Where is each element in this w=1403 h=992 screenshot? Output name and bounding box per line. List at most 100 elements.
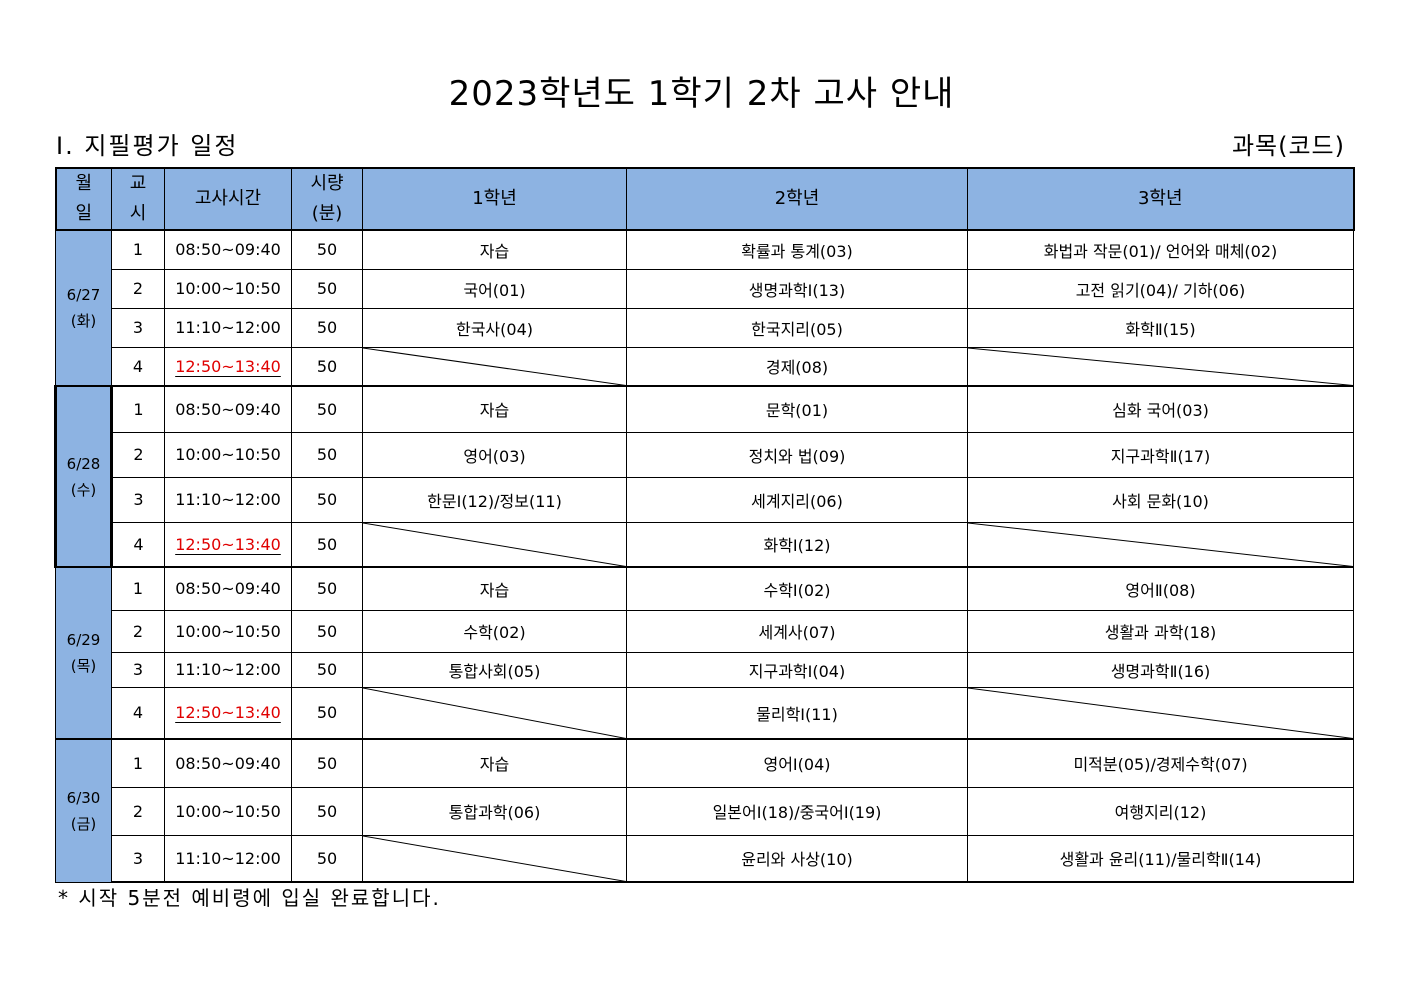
header-duration: 시량 (분) [291,167,363,231]
period-cell: 1 [111,385,165,433]
grade1-subject-cell: 한문Ⅰ(12)/정보(11) [362,476,627,523]
period-cell: 1 [111,738,165,788]
grade3-subject-cell: 여행지리(12) [967,786,1354,836]
grade3-subject-cell: 지구과학Ⅱ(17) [967,431,1354,478]
grade2-subject-cell: 화학Ⅰ(12) [626,521,968,568]
duration-cell: 50 [291,686,363,740]
table-row: 2 10:00~10:50 50 통합과학(06) 일본어Ⅰ(18)/중국어Ⅰ(19) 여… [56,786,1354,836]
duration-cell: 50 [291,566,363,611]
time-cell: 11:10~12:00 [164,307,292,348]
time-cell: 08:50~09:40 [164,385,292,433]
date-cell: 6/27 (화) [55,229,112,387]
date-cell: 6/30 (금) [55,738,112,883]
table-row: 2 10:00~10:50 50 국어(01) 생명과학Ⅰ(13) 고전 읽기(04)/ … [56,268,1354,309]
table-row: 6/27 (화) 1 08:50~09:40 50 자습 확률과 통계(03) 화법과 작문(… [55,229,1354,387]
empty-grade1-cell [362,686,627,740]
diagonal-slash-icon [363,348,626,386]
grade3-subject-cell: 화학Ⅱ(15) [967,307,1354,348]
header-time: 고사시간 [164,167,292,231]
time-cell: 11:10~12:00 [164,476,292,523]
table-row: 6/29 (목) 1 08:50~09:40 50 자습 수학Ⅰ(02) 영어Ⅱ(08) [55,566,1354,740]
table-row: 2 10:00~10:50 50 영어(03) 정치와 법(09) 지구과학Ⅱ(17) [56,431,1354,478]
time-cell: 12:50~13:40 [164,521,292,568]
time-cell: 12:50~13:40 [164,686,292,740]
table-row: 3 11:10~12:00 50 윤리와 사상(10) 생활과 윤리(11)/물리학Ⅱ(… [56,834,1354,883]
time-cell: 10:00~10:50 [164,268,292,309]
diagonal-slash-icon [968,523,1353,567]
table-row: 3 11:10~12:00 50 통합사회(05) 지구과학Ⅰ(04) 생명과학Ⅱ(16) [56,651,1354,688]
grade2-subject-cell: 세계지리(06) [626,476,968,523]
grade2-subject-cell: 생명과학Ⅰ(13) [626,268,968,309]
table-row: 3 11:10~12:00 50 한국사(04) 한국지리(05) 화학Ⅱ(15) [56,307,1354,348]
diagonal-slash-icon [968,348,1353,386]
table-row: 4 12:50~13:40 50 경제(08) [56,346,1354,387]
table-row: 3 11:10~12:00 50 한문Ⅰ(12)/정보(11) 세계지리(06) 사회 문… [56,476,1354,523]
period-cell: 4 [111,686,165,740]
time-cell: 11:10~12:00 [164,834,292,883]
grade2-subject-cell: 정치와 법(09) [626,431,968,478]
period-cell: 3 [111,476,165,523]
period-cell: 4 [111,346,165,387]
diagonal-slash-icon [363,688,626,739]
grade2-subject-cell: 수학Ⅰ(02) [626,566,968,611]
duration-cell: 50 [291,651,363,688]
date-cell: 6/28 (수) [54,385,113,568]
duration-cell: 50 [291,786,363,836]
duration-cell: 50 [291,521,363,568]
duration-cell: 50 [291,385,363,433]
grade1-subject-cell: 통합과학(06) [362,786,627,836]
grade1-subject-cell: 영어(03) [362,431,627,478]
time-cell: 08:50~09:40 [164,229,292,270]
empty-grade1-cell [362,521,627,568]
grade2-subject-cell: 세계사(07) [626,609,968,653]
grade2-subject-cell: 확률과 통계(03) [626,229,968,270]
grade2-subject-cell: 지구과학Ⅰ(04) [626,651,968,688]
header-grade3: 3학년 [967,167,1355,231]
grade3-subject-cell: 영어Ⅱ(08) [967,566,1354,611]
duration-cell: 50 [291,834,363,883]
grade1-subject-cell: 자습 [362,385,627,433]
period-cell: 2 [111,786,165,836]
grade2-subject-cell: 경제(08) [626,346,968,387]
table-row: 6/30 (금) 1 08:50~09:40 50 자습 영어Ⅰ(04) 미적분(05)/경제… [55,738,1354,883]
period-cell: 2 [111,609,165,653]
unit-label: 과목(코드) [1231,132,1345,160]
grade3-subject-cell: 생활과 윤리(11)/물리학Ⅱ(14) [967,834,1354,883]
grade3-subject-cell: 사회 문화(10) [967,476,1354,523]
duration-cell: 50 [291,229,363,270]
footnote: * 시작 5분전 예비령에 입실 완료합니다. [58,886,441,910]
grade1-subject-cell: 자습 [362,229,627,270]
period-cell: 2 [111,431,165,478]
grade3-subject-cell: 고전 읽기(04)/ 기하(06) [967,268,1354,309]
grade3-subject-cell: 생명과학Ⅱ(16) [967,651,1354,688]
duration-cell: 50 [291,268,363,309]
header-grade1: 1학년 [362,167,627,231]
page-title: 2023학년도 1학기 2차 고사 안내 [448,74,955,114]
time-cell: 10:00~10:50 [164,431,292,478]
table-row: 2 10:00~10:50 50 수학(02) 세계사(07) 생활과 과학(18) [56,609,1354,653]
grade1-subject-cell: 통합사회(05) [362,651,627,688]
period-cell: 3 [111,834,165,883]
grade1-subject-cell: 국어(01) [362,268,627,309]
diagonal-slash-icon [363,836,626,882]
grade3-subject-cell: 생활과 과학(18) [967,609,1354,653]
time-cell: 08:50~09:40 [164,566,292,611]
empty-grade3-cell [967,686,1354,740]
header-grade2: 2학년 [626,167,968,231]
grade2-subject-cell: 물리학Ⅰ(11) [626,686,968,740]
time-cell: 12:50~13:40 [164,346,292,387]
empty-grade1-cell [362,834,627,883]
grade1-subject-cell: 수학(02) [362,609,627,653]
grade2-subject-cell: 영어Ⅰ(04) [626,738,968,788]
duration-cell: 50 [291,346,363,387]
grade2-subject-cell: 문학(01) [626,385,968,433]
grade1-subject-cell: 자습 [362,738,627,788]
duration-cell: 50 [291,476,363,523]
period-cell: 1 [111,229,165,270]
grade2-subject-cell: 한국지리(05) [626,307,968,348]
grade2-subject-cell: 일본어Ⅰ(18)/중국어Ⅰ(19) [626,786,968,836]
